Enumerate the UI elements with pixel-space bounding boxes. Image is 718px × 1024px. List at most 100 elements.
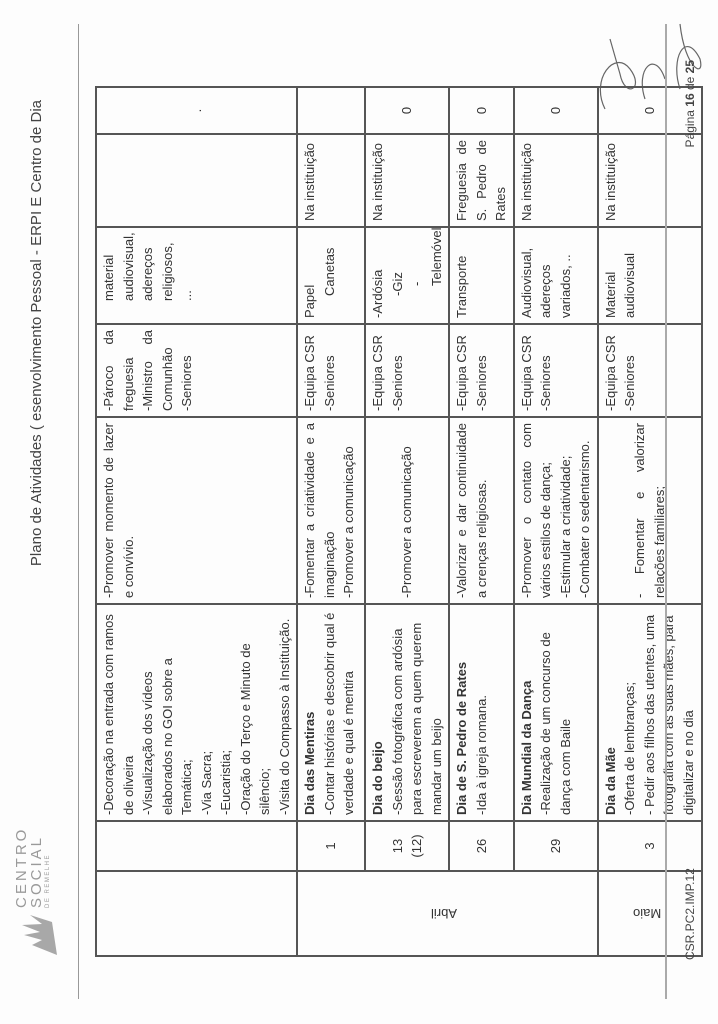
cell-line: Na instituição <box>370 142 385 221</box>
cost-cell: . <box>96 87 297 134</box>
activity-cell: Dia de S. Pedro de Rates -Ida à igreja ro… <box>449 604 514 821</box>
cell-line: Dia de S. Pedro de Rates <box>454 661 469 815</box>
cell-line: Na instituição <box>518 142 534 221</box>
cell-line: -Pároco da freguesia <box>101 330 136 411</box>
objectives-cell: -Promover momento de lazer e convívio. <box>96 417 297 604</box>
cell-line: Na instituição <box>302 142 317 221</box>
activities-table: -Decoração na entrada com ramos de olive… <box>95 86 703 957</box>
activity-cell: Dia do beijo -Sessão fotográfica com ardó… <box>365 604 449 821</box>
cell-line: Na instituição <box>602 142 618 221</box>
cell-line: 3 <box>641 842 657 850</box>
day-cell <box>96 821 297 871</box>
cell-line: Audiovisual, adereços variados, .. <box>518 247 573 318</box>
month-cell <box>96 871 297 956</box>
activity-cell: Dia Mundial da Dança -Realização de um co… <box>513 604 598 821</box>
day-cell: 26 <box>449 821 514 871</box>
cell-line: Canetas <box>321 247 337 296</box>
table-row: 13 (12) Dia do beijo -Sessão fotográfica co… <box>365 87 449 956</box>
participants-cell: -Equipa CSR -Seniores <box>513 324 598 417</box>
participants-cell: -Equipa CSR -Seniores <box>449 324 514 417</box>
cell-line: -Visita do Compasso à Instituição. <box>276 618 292 815</box>
cell-line: -Ida à igreja romana. <box>473 695 489 815</box>
activity-cell: -Decoração na entrada com ramos de olive… <box>96 604 297 821</box>
cell-line: -Via Sacra; <box>198 750 214 815</box>
cell-line: -Sessão fotográfica com ardósia para esc… <box>389 622 444 815</box>
cell-line: -Oferta de lembranças; <box>622 682 637 815</box>
cell-line: -Promover a comunicação <box>341 446 356 598</box>
footer-divider <box>665 24 667 999</box>
cell-line: -Ardósia <box>370 269 385 318</box>
objectives-cell: -Valorizar e dar continuidade a crenças … <box>449 417 514 604</box>
cell-line: 0 <box>547 106 563 115</box>
cell-line: 29 <box>547 838 563 854</box>
table-row: 26 Dia de S. Pedro de Rates -Ida à igreja … <box>449 87 514 956</box>
cell-line: -Seniores <box>179 355 194 411</box>
resources-cell: -Ardósia -Giz -Telemóvel <box>365 227 449 324</box>
cell-line: -Telemóvel <box>409 227 444 286</box>
cell-line: 26 <box>473 838 489 854</box>
cell-line: -Ministro da Comunhão <box>140 330 175 411</box>
cell-line: -Eucaristia; <box>218 749 233 815</box>
objectives-cell: -Fomentar a criatividade e a imaginação -… <box>297 417 365 604</box>
location-cell <box>96 134 297 227</box>
location-cell: Freguesia de S. Pedro de Rates <box>449 134 514 227</box>
cell-line: 0 <box>399 106 415 115</box>
cell-line: (12) <box>409 834 424 858</box>
cell-line: -Equipa CSR <box>602 335 618 411</box>
cell-line: -Contar histórias e descobrir qual é ver… <box>321 612 357 815</box>
cell-line: -Promover a comunicação <box>399 446 415 598</box>
objectives-cell: -Promover o contato com vários estilos d… <box>513 417 598 604</box>
activity-cell: Dia da Mãe -Oferta de lembranças; - Pedir … <box>597 604 702 821</box>
cell-line: Dia da Mãe <box>602 747 618 815</box>
cell-line: -Estimular a criatividade; <box>557 455 573 598</box>
cell-line: -Oração do Terço e Minuto de silêncio; <box>237 643 273 815</box>
participants-cell: -Equipa CSR -Seniores <box>365 324 449 417</box>
cell-line: -Fomentar a criatividade e a imaginação <box>302 423 337 598</box>
document-code: CSR.PC2.IMP.12 <box>683 868 697 960</box>
resources-cell: Papel Canetas <box>297 227 365 324</box>
location-cell: Na instituição <box>597 134 702 227</box>
month-label: Abril <box>431 906 458 922</box>
resources-cell: Transporte <box>449 227 514 324</box>
cell-line: Dia do beijo <box>370 741 385 815</box>
page-number: Página 16 de 25 <box>683 60 697 148</box>
participants-cell: -Pároco da freguesia -Ministro da Comunhã… <box>96 324 297 417</box>
objectives-cell: -Promover a comunicação <box>365 417 449 604</box>
cell-line: -Valorizar e dar continuidade a crenças … <box>454 423 489 598</box>
participants-cell: -Equipa CSR -Seniores <box>597 324 702 417</box>
cell-line: -Promover o contato com vários estilos d… <box>518 423 554 598</box>
signature-marks <box>599 23 702 110</box>
cell-line: . <box>188 108 204 113</box>
cell-line: -Equipa CSR <box>518 335 534 411</box>
header-title: Plano de Atividades ( esenvolvimento Pes… <box>28 100 45 567</box>
day-cell: 1 <box>297 821 365 871</box>
cell-line: Dia Mundial da Dança <box>518 680 534 815</box>
day-cell: 3 <box>597 821 702 871</box>
cell-line: -Seniores <box>473 355 489 411</box>
cell-line: -Realização de um concurso de dança com … <box>538 632 573 815</box>
cell-line: 0 <box>473 106 489 115</box>
logo: CENTRO SOCIAL DE REMELHE <box>12 810 72 960</box>
cell-line: Transporte <box>454 255 469 318</box>
participants-cell: -Equipa CSR -Seniores <box>297 324 365 417</box>
resources-cell: Audiovisual, adereços variados, .. <box>513 227 598 324</box>
cell-line: -Equipa CSR <box>370 335 385 411</box>
location-cell: Na instituição <box>513 134 598 227</box>
cost-cell: 0 <box>513 87 598 134</box>
resources-cell: material audiovisual, adereços religioso… <box>96 227 297 324</box>
cell-line: - Fomentar e valorizar relações familiar… <box>632 423 667 598</box>
resources-cell: Material audiovisual <box>597 227 702 324</box>
cost-cell: 0 <box>365 87 449 134</box>
cell-line: Freguesia de S. Pedro de Rates <box>454 140 508 221</box>
table-row: Maio 3 Dia da Mãe -Oferta de lembranças; - P… <box>597 87 702 956</box>
day-cell: 13 (12) <box>365 821 449 871</box>
cell-line: -Visualização dos vídeos elaborados no G… <box>140 658 194 815</box>
cell-line: Material audiovisual <box>602 252 638 318</box>
cell-line: -Seniores <box>538 355 553 411</box>
header-divider <box>78 24 79 999</box>
month-label: Maio <box>632 906 661 922</box>
location-cell: Na instituição <box>297 134 365 227</box>
cell-line: Papel <box>302 284 317 318</box>
cell-line: -Equipa CSR <box>302 335 317 411</box>
